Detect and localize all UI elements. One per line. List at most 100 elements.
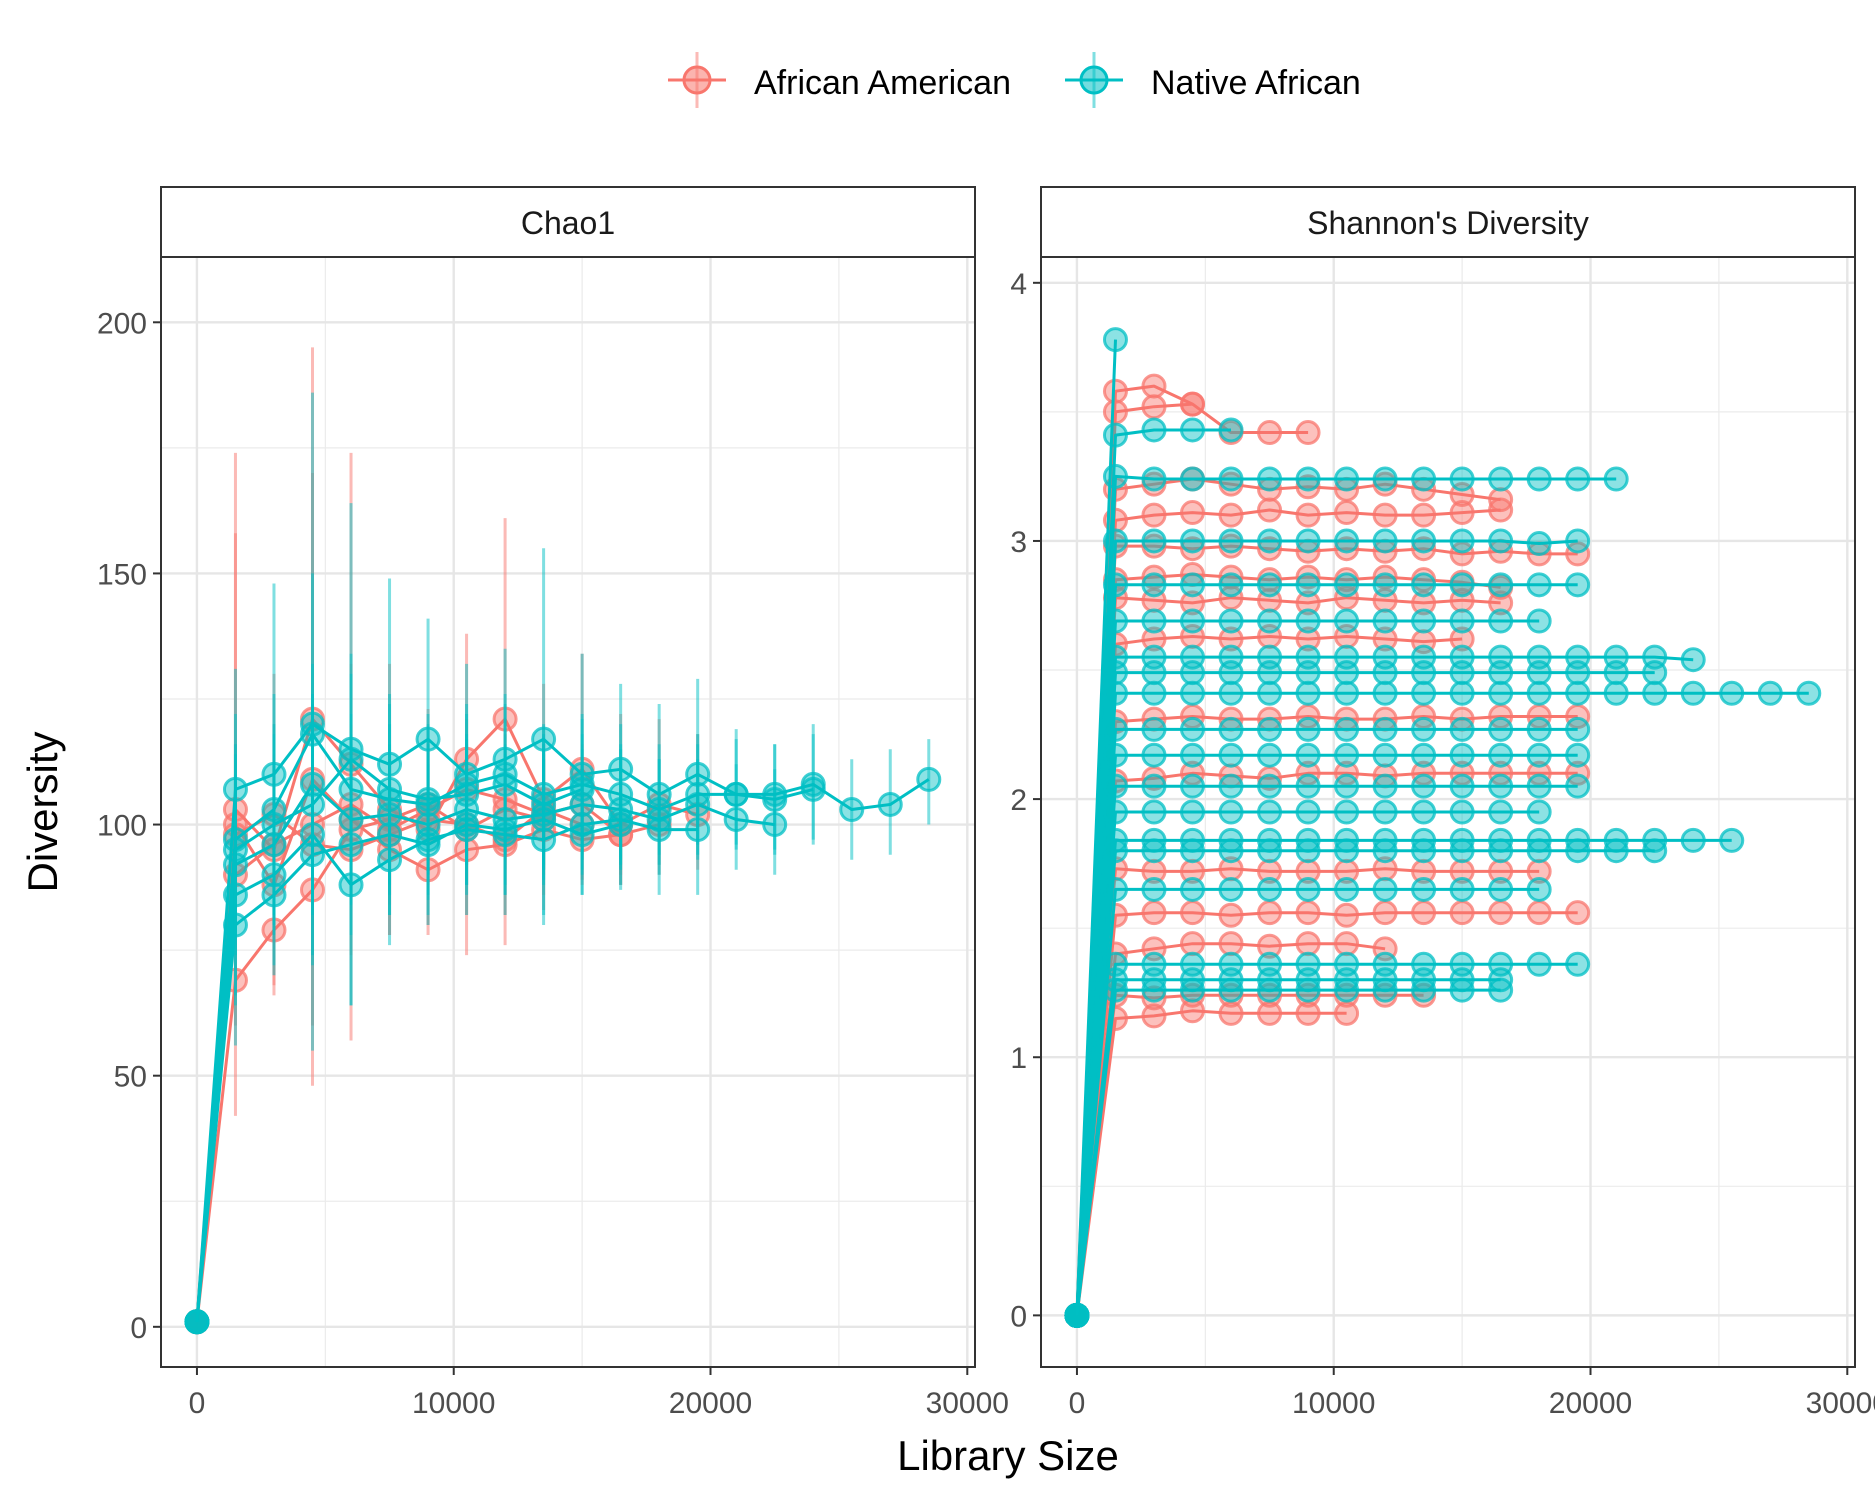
data-point xyxy=(1374,979,1396,1001)
data-point xyxy=(1297,574,1319,596)
data-point xyxy=(1220,530,1242,552)
data-point xyxy=(1336,662,1358,684)
data-point xyxy=(1605,468,1627,490)
data-point xyxy=(1528,718,1550,740)
data-point xyxy=(379,778,401,800)
data-point xyxy=(1451,878,1473,900)
data-point xyxy=(1490,775,1512,797)
data-point xyxy=(1451,744,1473,766)
data-point xyxy=(1528,468,1550,490)
data-point xyxy=(1413,840,1435,862)
data-point xyxy=(1413,610,1435,632)
data-point xyxy=(1182,530,1204,552)
x-tick-label: 20000 xyxy=(1549,1387,1632,1420)
data-point xyxy=(1605,682,1627,704)
data-point xyxy=(1143,574,1165,596)
data-point xyxy=(1413,775,1435,797)
data-point xyxy=(1297,878,1319,900)
data-point xyxy=(1567,682,1589,704)
data-point xyxy=(1336,801,1358,823)
data-point xyxy=(1104,744,1126,766)
data-point xyxy=(1182,502,1204,524)
data-point xyxy=(764,814,786,836)
data-point xyxy=(1336,904,1358,926)
legend-key-point-native-african xyxy=(1081,67,1107,93)
data-point xyxy=(1182,979,1204,1001)
data-point xyxy=(1528,902,1550,924)
data-point xyxy=(1259,422,1281,444)
data-point xyxy=(1220,878,1242,900)
data-point xyxy=(1104,530,1126,552)
data-point xyxy=(1451,902,1473,924)
data-point xyxy=(1297,718,1319,740)
data-point xyxy=(1374,662,1396,684)
data-point xyxy=(1567,468,1589,490)
data-point xyxy=(1490,468,1512,490)
data-point xyxy=(1374,574,1396,596)
data-point xyxy=(1451,662,1473,684)
data-point xyxy=(1143,468,1165,490)
data-point xyxy=(417,788,439,810)
data-point xyxy=(1413,902,1435,924)
data-point xyxy=(1451,574,1473,596)
data-point xyxy=(1220,610,1242,632)
panel-chao1: Chao1 0 10000 20000 30000050100150200 xyxy=(97,187,1009,1420)
data-point xyxy=(1490,878,1512,900)
data-point xyxy=(1259,574,1281,596)
data-point xyxy=(1451,718,1473,740)
data-point xyxy=(1490,979,1512,1001)
data-point xyxy=(1143,504,1165,526)
data-point xyxy=(1182,878,1204,900)
data-point xyxy=(1374,840,1396,862)
data-point xyxy=(1490,744,1512,766)
data-point xyxy=(687,819,709,841)
data-point xyxy=(1297,775,1319,797)
data-point xyxy=(1297,801,1319,823)
data-point xyxy=(1567,744,1589,766)
x-tick-label: 10000 xyxy=(412,1387,495,1420)
data-point xyxy=(1182,718,1204,740)
data-point xyxy=(1336,502,1358,524)
data-point xyxy=(1374,504,1396,526)
data-point xyxy=(1143,801,1165,823)
data-point xyxy=(1528,953,1550,975)
y-tick-label: 0 xyxy=(130,1312,147,1345)
data-point xyxy=(1336,610,1358,632)
data-point xyxy=(1182,840,1204,862)
data-point xyxy=(1336,468,1358,490)
data-point xyxy=(1567,840,1589,862)
data-point xyxy=(1374,468,1396,490)
data-point xyxy=(1605,662,1627,684)
data-point xyxy=(1104,979,1126,1001)
data-point xyxy=(1336,744,1358,766)
data-point xyxy=(1182,662,1204,684)
data-point xyxy=(1259,801,1281,823)
x-tick-label: 0 xyxy=(189,1387,206,1420)
data-point xyxy=(610,814,632,836)
data-point xyxy=(1413,718,1435,740)
x-axis-title: Library Size xyxy=(897,1432,1119,1479)
data-point xyxy=(1490,718,1512,740)
data-point xyxy=(1182,744,1204,766)
y-tick-label: 0 xyxy=(1010,1300,1027,1333)
data-point xyxy=(1297,933,1319,955)
data-point xyxy=(494,773,516,795)
data-point xyxy=(1297,468,1319,490)
data-point xyxy=(1143,744,1165,766)
data-point xyxy=(1528,775,1550,797)
data-point xyxy=(841,798,863,820)
data-point xyxy=(1451,979,1473,1001)
data-point xyxy=(1336,979,1358,1001)
y-tick-label: 1 xyxy=(1010,1042,1027,1075)
data-point xyxy=(1143,530,1165,552)
data-point xyxy=(1220,801,1242,823)
data-point xyxy=(1259,775,1281,797)
data-point xyxy=(1490,610,1512,632)
data-point xyxy=(1413,801,1435,823)
data-point xyxy=(1374,878,1396,900)
data-point xyxy=(1104,662,1126,684)
x-tick-label: 30000 xyxy=(926,1387,1009,1420)
data-point xyxy=(1143,718,1165,740)
data-point xyxy=(1451,682,1473,704)
data-point xyxy=(1528,533,1550,555)
